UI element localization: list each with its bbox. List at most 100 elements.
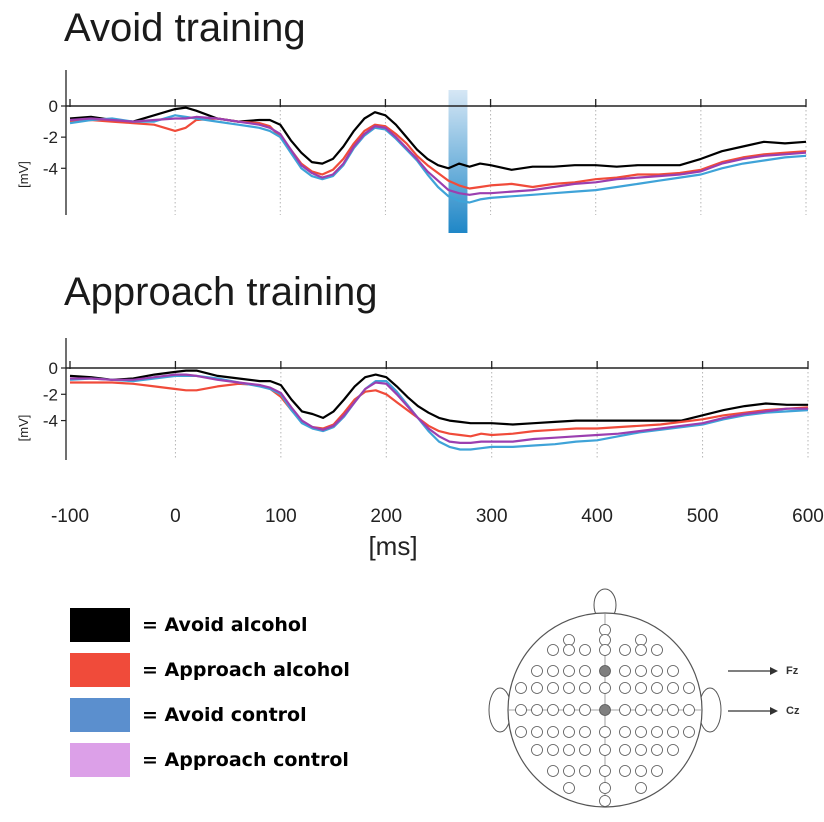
electrode (579, 644, 591, 656)
electrode (651, 765, 663, 777)
electrode (563, 644, 575, 656)
electrode (579, 726, 591, 738)
electrode (563, 726, 575, 738)
electrode (531, 744, 543, 756)
electrode (515, 726, 527, 738)
electrode (531, 726, 543, 738)
chart-panel-2: 0 -2 -4 [mV] -100 0 100 200 300 400 500 600 [ms] (16, 338, 824, 561)
electrode (547, 644, 559, 656)
electrode (667, 744, 679, 756)
electrode (515, 704, 527, 716)
electrode (563, 782, 575, 794)
electrode (635, 682, 647, 694)
electrode (547, 744, 559, 756)
x-axis-label: [ms] (368, 531, 417, 561)
legend-item-approach-control: = Approach control (70, 737, 350, 782)
electrode (599, 726, 611, 738)
series-line-approach-alcohol (70, 381, 809, 438)
x-tick-label: 400 (581, 506, 613, 527)
electrode (599, 644, 611, 656)
series-line-approach-alcohol (69, 117, 807, 190)
series-line-avoid-alcohol (69, 369, 808, 426)
electrode (619, 682, 631, 694)
electrode (635, 765, 647, 777)
highlight-window (448, 90, 468, 233)
y-tick-label: 0 (49, 359, 58, 378)
electrode (683, 682, 695, 694)
electrode (635, 634, 647, 646)
x-tick-label: 500 (687, 506, 719, 527)
electrode (599, 795, 611, 807)
y-axis-label: [mV] (16, 161, 31, 188)
x-tick-label: 0 (170, 506, 181, 527)
fz-label: Fz (786, 665, 799, 677)
legend-item-avoid-control: = Avoid control (70, 692, 350, 737)
electrode (651, 644, 663, 656)
electrode (547, 665, 559, 677)
x-tick-label: 300 (476, 506, 508, 527)
electrode (579, 665, 591, 677)
electrode (651, 704, 663, 716)
electrode (531, 665, 543, 677)
legend: = Avoid alcohol = Approach alcohol = Avo… (70, 602, 350, 782)
electrode (635, 704, 647, 716)
electrode (547, 704, 559, 716)
legend-item-approach-alcohol: = Approach alcohol (70, 647, 350, 692)
y-tick-label: -4 (43, 159, 58, 178)
legend-swatch-avoid-control (70, 697, 130, 732)
legend-swatch-avoid-alcohol (70, 607, 130, 642)
y-tick-label: 0 (49, 97, 58, 116)
avoid-training-title: Avoid training (64, 6, 306, 50)
electrode (667, 726, 679, 738)
cz-arrowhead-icon (770, 707, 778, 715)
series-line-approach-control (69, 115, 807, 196)
y-tick-label: -2 (43, 385, 58, 404)
x-tick-label: -100 (51, 506, 89, 527)
electrode (547, 682, 559, 694)
electrode (547, 765, 559, 777)
electrode (683, 726, 695, 738)
electrode (579, 704, 591, 716)
electrode (563, 634, 575, 646)
x-tick-label: 600 (792, 506, 824, 527)
electrode (667, 665, 679, 677)
electrode (635, 665, 647, 677)
legend-label-avoid-alcohol: = Avoid alcohol (142, 613, 308, 636)
electrode (563, 665, 575, 677)
legend-item-avoid-alcohol: = Avoid alcohol (70, 602, 350, 647)
electrode (635, 726, 647, 738)
electrode (619, 726, 631, 738)
electrode (651, 682, 663, 694)
series-line-approach-control (70, 373, 808, 444)
electrode (651, 726, 663, 738)
electrode (515, 682, 527, 694)
series-line-avoid-control (69, 114, 807, 204)
electrode (599, 682, 611, 694)
electrode (619, 665, 631, 677)
electrode (619, 744, 631, 756)
electrode (619, 704, 631, 716)
highlighted-electrode (599, 665, 611, 677)
x-tick-label: 200 (370, 506, 402, 527)
electrode (531, 682, 543, 694)
highlighted-electrode (599, 704, 611, 716)
electrode (651, 665, 663, 677)
electrode (619, 765, 631, 777)
electrode (599, 624, 611, 636)
y-tick-label: -2 (43, 128, 58, 147)
electrode (619, 644, 631, 656)
electrode (667, 682, 679, 694)
electrode (563, 744, 575, 756)
erp-charts: 0 -2 -4 [mV] 0 -2 -4 [mV] -100 0 100 200 300 400 500 60… (16, 70, 824, 561)
fz-arrowhead-icon (770, 667, 778, 675)
electrode (599, 765, 611, 777)
electrode (635, 782, 647, 794)
electrode (683, 704, 695, 716)
electrode (579, 765, 591, 777)
x-tick-label: 100 (265, 506, 297, 527)
y-axis-label: [mV] (16, 415, 31, 442)
legend-swatch-approach-alcohol (70, 652, 130, 687)
legend-label-approach-alcohol: = Approach alcohol (142, 658, 350, 681)
legend-label-avoid-control: = Avoid control (142, 703, 307, 726)
cz-label: Cz (786, 705, 800, 717)
